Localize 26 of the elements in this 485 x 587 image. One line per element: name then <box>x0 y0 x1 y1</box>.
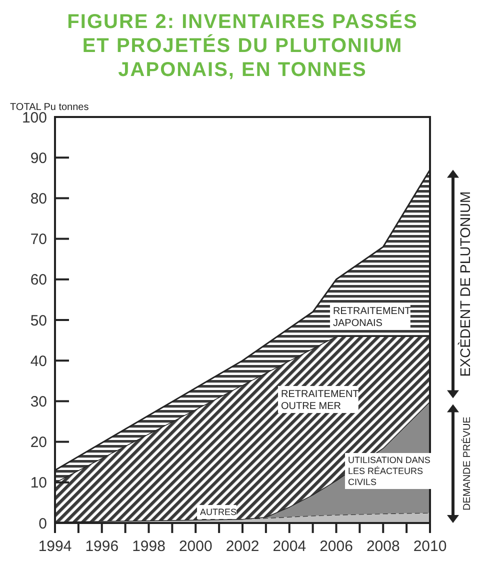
y-tick-label: 50 <box>30 312 47 330</box>
y-tick-label: 60 <box>30 272 47 289</box>
y-tick-label: 70 <box>30 231 47 248</box>
y-tick-label: 30 <box>30 393 47 410</box>
x-tick-label: 1994 <box>38 538 72 555</box>
x-tick-label: 1998 <box>132 538 166 555</box>
chart-title: FIGURE 2: INVENTAIRES PASSÉS ET PROJETÉS DU PLUTONIUM JAPONAIS, EN TONNES <box>67 10 418 81</box>
x-tick-label: 2004 <box>272 538 306 555</box>
series-label: AUTRES <box>200 507 237 517</box>
y-tick-label: 10 <box>30 474 47 492</box>
x-tick-label: 2006 <box>320 538 353 555</box>
y-tick-label: 80 <box>30 190 47 208</box>
x-tick-label: 2002 <box>226 538 260 555</box>
series-label: RETRAITEMENT OUTRE MER <box>281 389 359 412</box>
series-label: UTILISATION DANS LES RÉACTEURS CIVILS <box>348 455 430 487</box>
x-tick-label: 2008 <box>366 538 400 555</box>
x-tick-label: 2010 <box>413 538 447 555</box>
y-tick-label: 0 <box>38 515 47 532</box>
y-tick-label: 90 <box>30 150 47 167</box>
x-tick-label: 2000 <box>178 538 212 555</box>
y-tick-label: 40 <box>30 352 47 370</box>
x-tick-label: 1996 <box>85 538 119 555</box>
text: EXCÈDENT DE PLUTONIUM <box>457 191 473 377</box>
text: DEMANDE PRÉVUE <box>461 416 473 511</box>
series-label: RETRAITEMENT JAPONAIS <box>333 306 411 329</box>
y-tick-label: 20 <box>30 434 47 452</box>
